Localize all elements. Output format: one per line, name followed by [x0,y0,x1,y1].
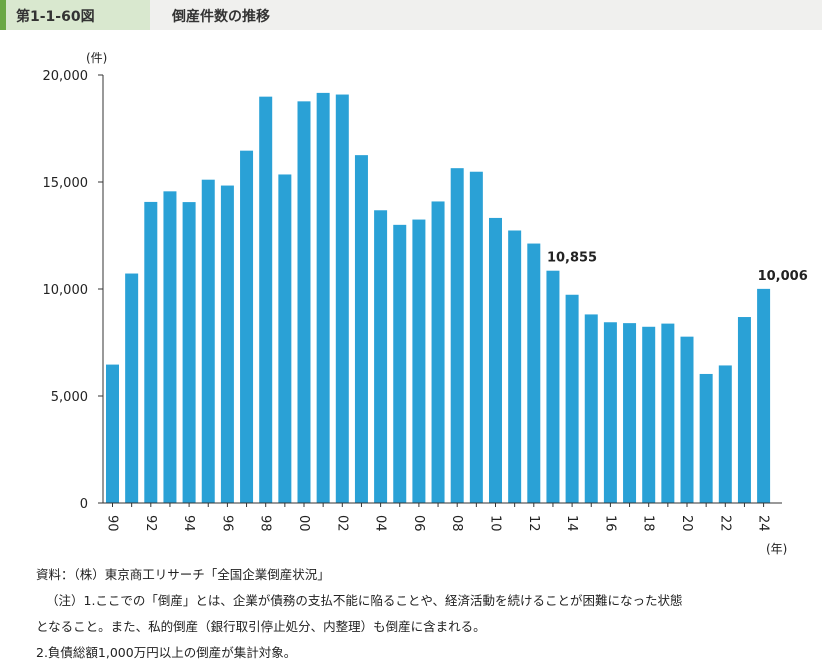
bar [354,155,368,503]
bar [259,96,273,503]
x-tick-label: 12 [526,515,541,532]
x-tick-label: 24 [756,515,771,532]
bar [584,314,598,503]
bar [718,365,732,503]
note-1-continued: となること。また、私的倒産（銀行取引停止処分、内整理）も倒産に含まれる。 [36,619,486,634]
bar-chart: (件) 0 5,000 10,000 15,000 20,000 90 92 94 96 98 00 0… [43,51,808,556]
bar [737,317,751,503]
bar [450,168,464,503]
bar [393,224,407,503]
y-tick-label: 5,000 [51,390,88,405]
bar [642,326,656,503]
bar [316,92,330,503]
x-tick-label: 20 [679,515,694,532]
x-tick-label: 06 [411,515,426,532]
bar [431,201,445,503]
bar [297,101,311,504]
header-accent-bar [0,0,6,30]
bar [201,179,215,504]
source-note: 資料：（株）東京商工リサーチ「全国企業倒産状況」 [36,567,330,582]
y-axis-label: (件) [86,51,107,65]
data-label: 10,855 [547,251,597,266]
x-tick-label: 90 [105,515,120,532]
x-tick-label: 22 [717,515,732,532]
y-tick-label: 20,000 [43,69,89,84]
y-tick-label: 0 [80,497,88,512]
bar [412,219,426,503]
bar [182,202,196,503]
x-tick-label: 16 [602,515,617,532]
x-tick-label: 18 [641,515,656,532]
x-axis-label: (年) [766,542,787,556]
x-tick-label: 10 [488,515,503,532]
x-tick-label: 08 [449,515,464,532]
y-tick-label: 15,000 [43,176,89,191]
data-label: 10,006 [758,269,808,284]
figure-title: 倒産件数の推移 [172,9,270,25]
x-tick-label: 02 [334,515,349,532]
bar [757,288,771,503]
bar [278,174,292,503]
bar [220,185,234,503]
bar [489,217,502,503]
figure-number-box [0,0,150,30]
notes-section: 資料：（株）東京商工リサーチ「全国企業倒産状況」 （注）1.ここでの「倒産」とは… [36,562,816,666]
bar [163,191,177,504]
bar [374,210,388,503]
bar [680,336,694,503]
x-tick-label: 92 [143,515,158,532]
bar [603,322,617,503]
y-tick-label: 10,000 [43,283,89,298]
bar [125,273,139,503]
note-2: 2.負債総額1,000万円以上の倒産が集計対象。 [36,645,297,660]
bar [469,171,483,503]
x-tick-label: 04 [373,515,388,532]
bar [335,94,349,503]
bar [623,323,637,503]
bar [508,230,522,503]
figure-header: 第1-1-60図 倒産件数の推移 [0,0,822,30]
bar [240,150,254,503]
bar [106,364,119,503]
bar [699,373,713,503]
x-tick-label: 96 [219,515,234,532]
x-tick-label: 00 [296,515,311,532]
bar [144,201,158,503]
x-tick-label: 98 [258,515,273,532]
bar [546,270,560,503]
x-tick-label: 14 [564,515,579,532]
figure-number: 第1-1-60図 [16,9,95,25]
bar [565,294,579,503]
bar [527,243,541,504]
bar [661,323,675,503]
note-1: （注）1.ここでの「倒産」とは、企業が債務の支払不能に陥ることや、経済活動を続け… [46,593,683,608]
x-tick-label: 94 [181,515,196,532]
